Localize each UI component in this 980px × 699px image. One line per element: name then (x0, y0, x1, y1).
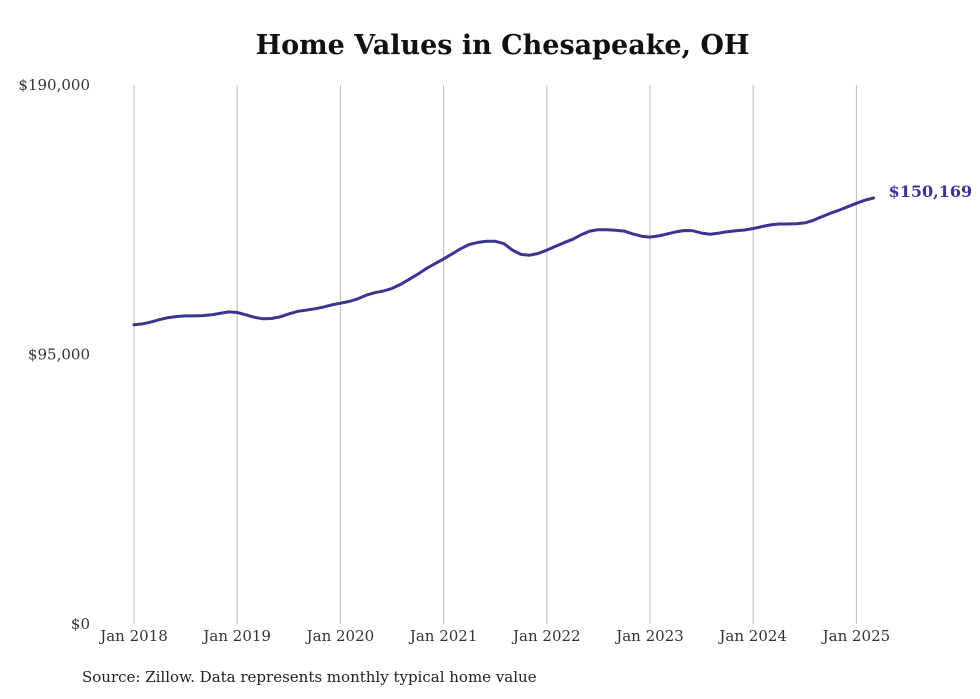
series-layer (132, 196, 876, 327)
end-label-layer: $150,169 (889, 182, 973, 201)
chart-title: Home Values in Chesapeake, OH (255, 30, 750, 61)
x-tick-label: Jan 2022 (511, 627, 581, 645)
x-tick-label: Jan 2018 (98, 627, 168, 645)
y-tick-label: $95,000 (28, 346, 90, 364)
x-tick-label: Jan 2023 (614, 627, 684, 645)
x-tick-label: Jan 2024 (717, 627, 787, 645)
x-gridlines (133, 85, 857, 624)
end-value-label: $150,169 (889, 182, 973, 201)
x-tick-label: Jan 2019 (201, 627, 271, 645)
x-tick-label: Jan 2025 (821, 627, 891, 645)
x-axis-ticks: Jan 2018 Jan 2019 Jan 2020 Jan 2021 Jan 2022… (98, 627, 890, 645)
y-tick-label: $190,000 (18, 76, 90, 94)
y-tick-label: $0 (71, 615, 90, 633)
series-line (132, 196, 876, 327)
y-axis-ticks: $0 $95,000 $190,000 (18, 76, 90, 633)
x-tick-label: Jan 2021 (408, 627, 478, 645)
x-tick-label: Jan 2020 (305, 627, 375, 645)
source-note: Source: Zillow. Data represents monthly … (82, 668, 537, 686)
